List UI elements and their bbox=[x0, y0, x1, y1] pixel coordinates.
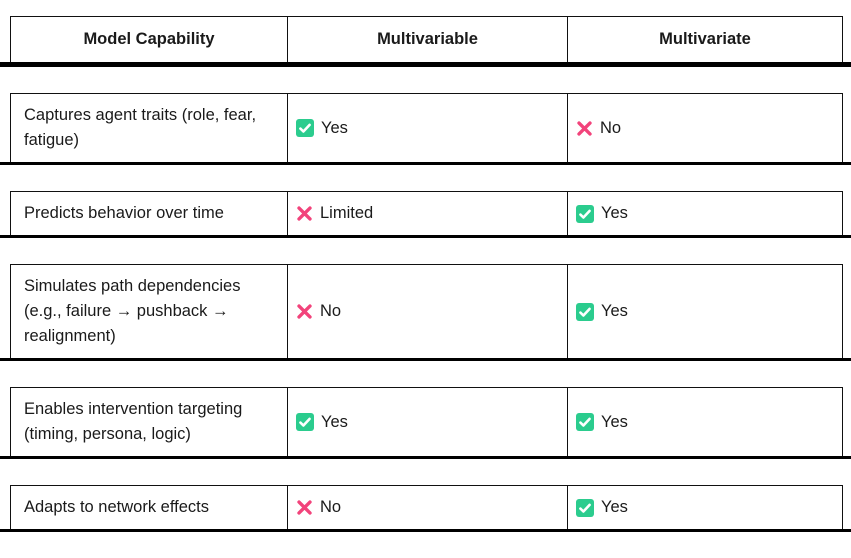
capability-cell: Enables intervention targeting (timing, … bbox=[11, 388, 287, 456]
capability-cell: Predicts behavior over time bbox=[11, 192, 287, 235]
table-row-inner: Predicts behavior over time Limited bbox=[10, 191, 843, 235]
table-header-row: Model Capability Multivariable Multivari… bbox=[0, 16, 851, 67]
table-row-inner: Captures agent traits (role, fear, fatig… bbox=[10, 93, 843, 162]
capability-label: Captures agent traits (role, fear, fatig… bbox=[24, 106, 257, 149]
table-row: Predicts behavior over time Limited bbox=[0, 191, 851, 238]
value-label: No bbox=[320, 302, 342, 320]
check-icon bbox=[576, 498, 594, 517]
value-label: Yes bbox=[321, 412, 348, 431]
value-label: No bbox=[320, 498, 342, 516]
check-icon bbox=[576, 302, 594, 321]
table-row-inner: Adapts to network effects No bbox=[10, 485, 843, 529]
comparison-table: Model Capability Multivariable Multivari… bbox=[0, 16, 851, 532]
table-row: Adapts to network effects No bbox=[0, 485, 851, 532]
header-multivariate: Multivariate bbox=[567, 17, 842, 62]
table-row: Enables intervention targeting (timing, … bbox=[0, 387, 851, 459]
capability-label: Enables intervention targeting (timing, … bbox=[24, 400, 243, 443]
multivariable-value-cell: No bbox=[287, 265, 567, 358]
table-header-inner: Model Capability Multivariable Multivari… bbox=[10, 16, 843, 62]
value-label: No bbox=[600, 118, 622, 137]
cross-icon bbox=[296, 303, 313, 320]
capability-cell: Captures agent traits (role, fear, fatig… bbox=[11, 94, 287, 162]
check-icon bbox=[576, 413, 594, 431]
check-icon bbox=[296, 413, 314, 431]
multivariable-value-cell: Yes bbox=[287, 94, 567, 162]
check-icon bbox=[576, 204, 594, 223]
capability-cell: Adapts to network effects bbox=[11, 486, 287, 529]
cross-icon bbox=[296, 499, 313, 516]
multivariate-value-cell: Yes bbox=[567, 265, 842, 358]
value-label: Limited bbox=[320, 204, 374, 222]
multivariable-value-cell: Limited bbox=[287, 192, 567, 235]
table-row-inner: Enables intervention targeting (timing, … bbox=[10, 387, 843, 456]
header-model-capability: Model Capability bbox=[83, 30, 215, 48]
value-label: Yes bbox=[321, 118, 348, 137]
capability-label: Predicts behavior over time bbox=[24, 204, 224, 222]
value-label: Yes bbox=[601, 412, 628, 431]
value-label: Yes bbox=[601, 204, 628, 222]
value-label: Yes bbox=[601, 498, 628, 516]
header-multivariable: Multivariable bbox=[287, 17, 567, 62]
multivariate-value-cell: Yes bbox=[567, 192, 842, 235]
cross-icon bbox=[576, 120, 593, 137]
table-row-inner: Simulates path dependencies (e.g., failu… bbox=[10, 264, 843, 358]
multivariable-value-cell: Yes bbox=[287, 388, 567, 456]
multivariate-value-cell: Yes bbox=[567, 486, 842, 529]
capability-cell: Simulates path dependencies (e.g., failu… bbox=[11, 265, 287, 358]
table-row: Captures agent traits (role, fear, fatig… bbox=[0, 93, 851, 165]
value-label: Yes bbox=[601, 302, 628, 320]
capability-label: Adapts to network effects bbox=[24, 498, 209, 516]
multivariate-value-cell: No bbox=[567, 94, 842, 162]
capability-label: Simulates path dependencies (e.g., failu… bbox=[24, 277, 241, 345]
multivariate-value-cell: Yes bbox=[567, 388, 842, 456]
check-icon bbox=[296, 119, 314, 137]
table-row: Simulates path dependencies (e.g., failu… bbox=[0, 264, 851, 361]
table-body: Captures agent traits (role, fear, fatig… bbox=[0, 93, 851, 532]
cross-icon bbox=[296, 205, 313, 222]
multivariable-value-cell: No bbox=[287, 486, 567, 529]
